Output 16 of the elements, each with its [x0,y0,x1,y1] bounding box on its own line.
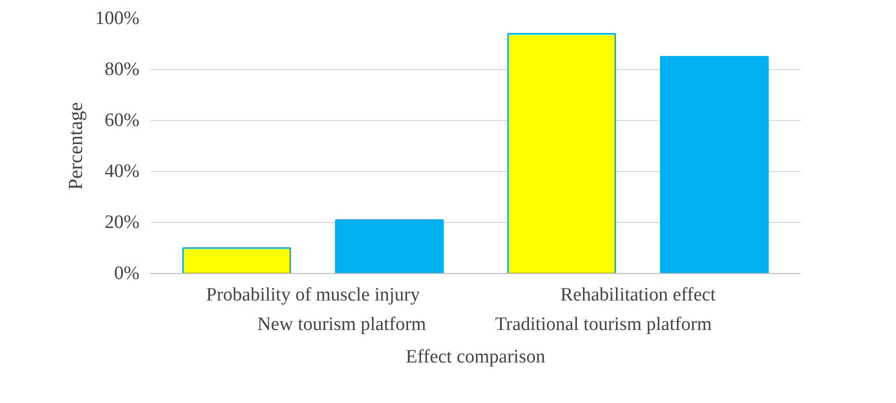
bar [335,219,444,274]
bar [182,247,291,274]
y-tick-label: 60% [104,110,140,131]
y-tick-label: 0% [114,263,140,284]
text: Traditional tourism platform [495,314,712,336]
y-tick-label: 40% [104,161,140,182]
y-tick-label: 100% [95,8,140,29]
x-tick-label: Probability of muscle injury [206,284,420,306]
bar [507,33,616,274]
y-tick-label: 20% [104,212,140,233]
bar [660,56,769,274]
x-axis-title: Effect comparison [406,346,546,368]
y-tick-label: 80% [104,59,140,80]
text: New tourism platform [257,314,426,336]
x-tick-label: Rehabilitation effect [560,284,716,306]
y-axis-title: Percentage [65,102,88,190]
